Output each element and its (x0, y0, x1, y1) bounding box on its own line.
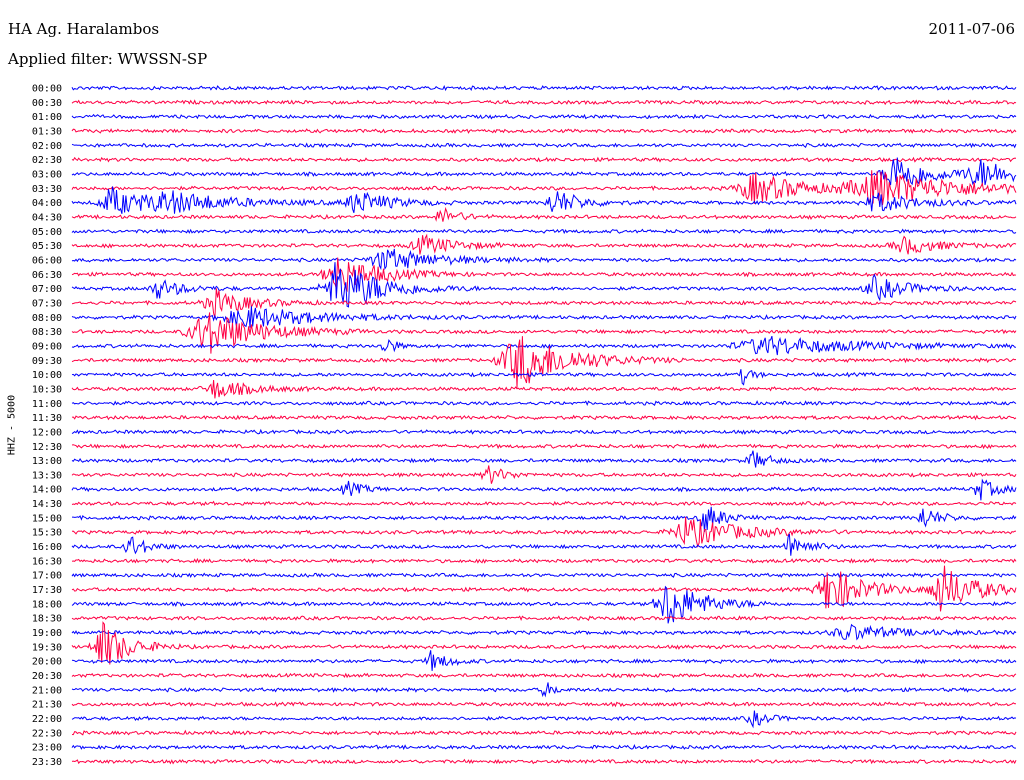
trace-line (71, 557, 1017, 564)
row-time-label: 06:30 (32, 270, 62, 281)
row-time-label: 06:00 (32, 255, 62, 266)
trace-line (71, 99, 1017, 106)
trace-line (71, 729, 1017, 736)
trace-line (71, 85, 1017, 92)
row-time-label: 16:00 (32, 542, 62, 553)
row-time-label: 09:00 (32, 341, 62, 352)
trace-line (71, 615, 1017, 622)
trace-line (71, 682, 1017, 698)
trace-line (71, 233, 1017, 255)
row-time-label: 01:30 (32, 126, 62, 137)
trace-line (72, 506, 1017, 532)
trace-line (71, 450, 1017, 468)
trace-line (71, 621, 1017, 665)
row-time-label: 02:00 (32, 141, 62, 152)
row-time-label: 01:00 (32, 112, 62, 123)
row-time-label: 21:30 (32, 700, 62, 711)
row-time-label: 20:00 (32, 657, 62, 668)
trace-line (71, 170, 1017, 206)
filter-label: Applied filter: WWSSN-SP (8, 50, 208, 68)
row-time-label: 14:30 (32, 499, 62, 510)
row-time-label: 16:30 (32, 556, 62, 567)
row-time-label: 00:30 (32, 98, 62, 109)
row-time-label: 03:00 (32, 169, 62, 180)
trace-line (71, 156, 1017, 163)
trace-line (71, 128, 1017, 134)
trace-line (71, 500, 1017, 507)
trace-line (71, 572, 1017, 579)
trace-line (71, 400, 1017, 407)
row-time-label: 11:00 (32, 399, 62, 410)
row-time-label: 18:30 (32, 614, 62, 625)
row-time-label: 00:00 (32, 84, 62, 95)
trace-line (71, 336, 1017, 388)
trace-line (71, 262, 1017, 308)
row-time-label: 14:00 (32, 485, 62, 496)
trace-line (71, 369, 1017, 386)
trace-line (71, 650, 1017, 671)
row-time-label: 17:30 (32, 585, 62, 596)
trace-line (71, 157, 1017, 186)
row-time-label: 20:30 (32, 671, 62, 682)
trace-line (71, 443, 1017, 450)
trace-line (71, 533, 1017, 556)
row-time-label: 13:00 (32, 456, 62, 467)
row-time-label: 10:00 (32, 370, 62, 381)
trace-line (71, 758, 1017, 765)
row-time-label: 17:00 (32, 571, 62, 582)
trace-line (71, 186, 1017, 214)
station-title: HA Ag. Haralambos (8, 20, 160, 38)
row-time-label: 02:30 (32, 155, 62, 166)
trace-line (71, 710, 1017, 729)
row-time-label: 22:00 (32, 714, 62, 725)
row-time-label: 12:30 (32, 442, 62, 453)
row-time-label: 13:30 (32, 470, 62, 481)
row-time-label: 21:00 (32, 685, 62, 696)
row-time-label: 23:30 (32, 757, 62, 768)
row-time-label: 08:00 (32, 313, 62, 324)
trace-line (71, 585, 1017, 624)
row-time-label: 05:30 (32, 241, 62, 252)
trace-line (71, 142, 1017, 149)
trace-line (71, 623, 1017, 641)
trace-line (71, 672, 1017, 679)
row-time-label: 08:30 (32, 327, 62, 338)
row-time-label: 18:00 (32, 599, 62, 610)
trace-line (71, 312, 1017, 354)
row-time-label: 07:30 (32, 298, 62, 309)
trace-line (71, 113, 1017, 120)
row-time-label: 12:00 (32, 427, 62, 438)
trace-line (71, 414, 1017, 421)
row-time-label: 03:30 (32, 184, 62, 195)
row-time-label: 23:00 (32, 743, 62, 754)
trace-line (71, 701, 1016, 708)
row-time-label: 05:00 (32, 227, 62, 238)
trace-line (71, 248, 1017, 271)
trace-date: 2011-07-06 (928, 20, 1015, 38)
row-time-label: 07:00 (32, 284, 62, 295)
row-time-label: 10:30 (32, 384, 62, 395)
row-time-label: 22:30 (32, 728, 62, 739)
row-time-label: 09:30 (32, 356, 62, 367)
row-time-label: 19:30 (32, 642, 62, 653)
row-time-label: 19:00 (32, 628, 62, 639)
trace-line (71, 428, 1017, 435)
trace-line (71, 465, 1017, 484)
row-time-label: 11:30 (32, 413, 62, 424)
trace-line (71, 379, 1017, 399)
trace-line (71, 516, 1017, 548)
trace-line (71, 335, 1017, 356)
row-time-label: 15:30 (32, 528, 62, 539)
trace-line (71, 744, 1016, 751)
trace-line (71, 206, 1017, 222)
trace-line (71, 565, 1017, 612)
row-time-label: 15:00 (32, 513, 62, 524)
trace-line (71, 228, 1017, 235)
row-time-label: 04:00 (32, 198, 62, 209)
trace-line (71, 478, 1017, 501)
row-time-label: 04:30 (32, 212, 62, 223)
trace-line (71, 288, 1017, 319)
trace-line (71, 257, 1017, 293)
